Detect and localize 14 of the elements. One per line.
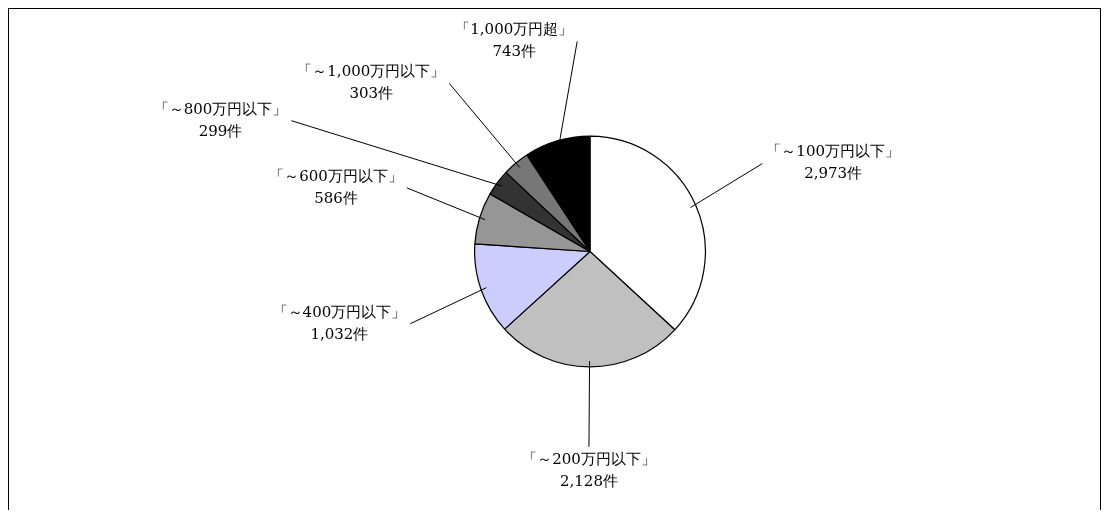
slice-label: 「～600万円以下」 bbox=[269, 166, 403, 185]
slice-label: 「～400万円以下」 bbox=[272, 302, 407, 321]
data-label: 586件 bbox=[314, 188, 358, 207]
slice-label: 「～100万円以下」 bbox=[766, 142, 900, 161]
data-label: 2,128件 bbox=[559, 471, 618, 490]
data-label: 743件 bbox=[492, 42, 537, 61]
slice-label: 「～800万円以下」 bbox=[153, 99, 288, 118]
slice-label: 「～200万円以下」 bbox=[522, 449, 656, 468]
slice-label: 「1,000万円超」 bbox=[455, 20, 574, 39]
data-label: 303件 bbox=[349, 84, 394, 103]
data-label: 299件 bbox=[198, 121, 243, 140]
slice-label: 「～1,000万円以下」 bbox=[297, 62, 446, 81]
data-label: 1,032件 bbox=[310, 324, 369, 343]
data-label: 2,973件 bbox=[804, 164, 863, 183]
